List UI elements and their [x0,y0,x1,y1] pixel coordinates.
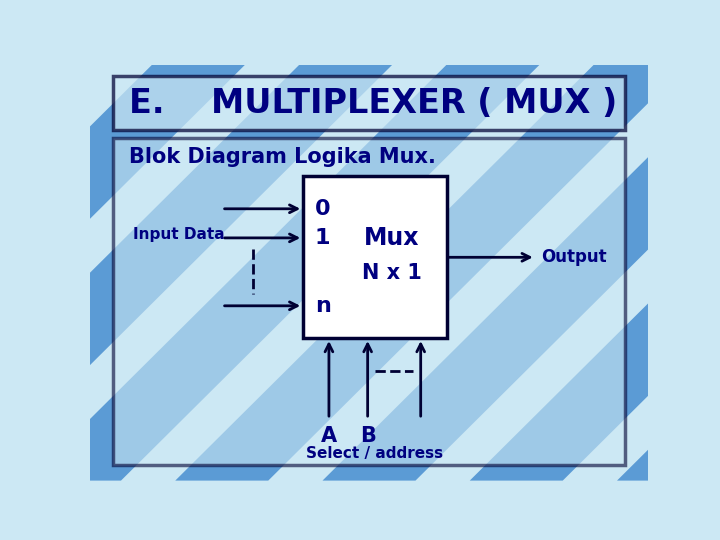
Bar [303,177,446,338]
Text: A: A [321,426,337,446]
Text: 0: 0 [315,199,330,219]
Text: B: B [360,426,376,446]
Text: E.    MULTIPLEXER ( MUX ): E. MULTIPLEXER ( MUX ) [129,87,617,120]
Bar [113,138,625,465]
Text: n: n [315,296,330,316]
Text: Output: Output [541,248,607,266]
Polygon shape [0,65,392,481]
Polygon shape [617,65,720,481]
Polygon shape [28,65,539,481]
Polygon shape [0,65,245,481]
Text: Mux: Mux [364,226,420,250]
Polygon shape [469,65,720,481]
Text: Select / address: Select / address [306,446,444,461]
Polygon shape [323,65,720,481]
Text: Input Data: Input Data [132,227,224,241]
Polygon shape [175,65,687,481]
Text: N x 1: N x 1 [362,264,422,284]
Text: 1: 1 [315,228,330,248]
Text: Blok Diagram Logika Mux.: Blok Diagram Logika Mux. [129,147,436,167]
Bar [113,76,625,130]
